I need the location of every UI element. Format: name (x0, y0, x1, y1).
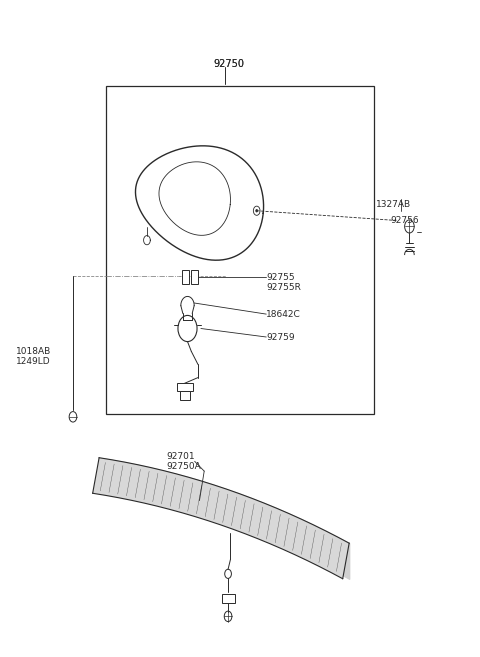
Bar (180, 392, 190, 401)
Text: 92750: 92750 (214, 58, 245, 68)
Text: 1018AB: 1018AB (16, 347, 51, 356)
Text: 92756: 92756 (390, 216, 419, 225)
Bar (177, 383, 193, 391)
Polygon shape (93, 458, 349, 579)
Bar (191, 269, 198, 284)
Text: 18642C: 18642C (266, 309, 301, 319)
Text: 92750: 92750 (214, 58, 245, 68)
Text: 92755R: 92755R (266, 283, 301, 292)
Text: 92750A: 92750A (166, 462, 201, 471)
Circle shape (256, 210, 258, 212)
Text: 92755: 92755 (266, 273, 295, 282)
Bar (107, 87, 373, 413)
Bar (222, 594, 235, 603)
Bar (182, 269, 189, 284)
Text: 92701: 92701 (166, 451, 195, 461)
Text: 1327AB: 1327AB (376, 200, 411, 209)
Text: 92759: 92759 (266, 332, 295, 342)
Text: 1249LD: 1249LD (16, 357, 50, 366)
